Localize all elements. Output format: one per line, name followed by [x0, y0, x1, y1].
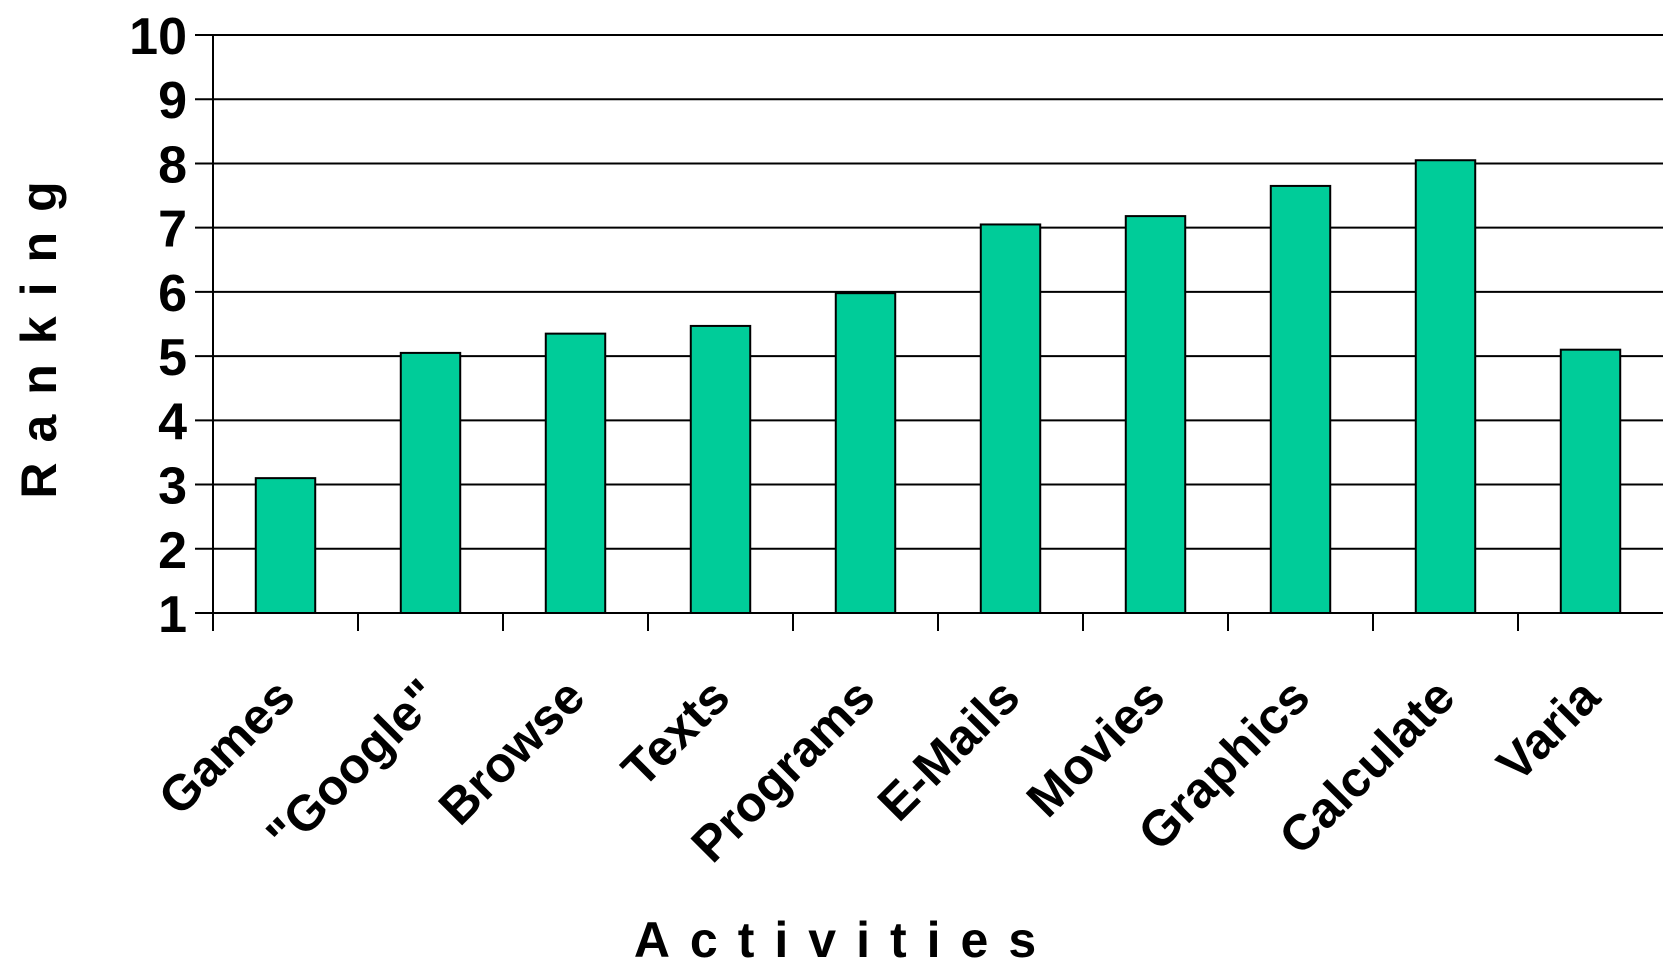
y-tick-label: 3 [158, 458, 187, 516]
x-tick-labels: Games"Google"Browse TextsProgramsE-MailsM… [148, 667, 1611, 873]
y-tick-label: 2 [158, 522, 187, 580]
bar-0 [254, 477, 317, 614]
bars [254, 159, 1622, 615]
x-tick-label: Texts [611, 668, 740, 797]
y-tick-label: 10 [129, 8, 187, 66]
axes [195, 34, 1663, 631]
bar-4 [834, 292, 897, 614]
y-tick-label: 7 [158, 201, 187, 259]
y-tick-label: 1 [158, 586, 187, 644]
y-axis-title: Ranking [11, 161, 67, 498]
bar-6 [1124, 215, 1187, 615]
x-axis-title: Activities [634, 912, 1056, 963]
bar-9 [1559, 348, 1622, 614]
x-tick-label: Varia [1486, 667, 1611, 792]
x-tick-label: E-Mails [867, 668, 1030, 831]
y-tick-label: 9 [158, 72, 187, 130]
x-tick-label: Browse [428, 668, 595, 835]
y-tick-label: 6 [158, 265, 187, 323]
bar-1 [399, 351, 462, 614]
y-tick-label: 8 [158, 136, 187, 194]
bar-8 [1414, 159, 1477, 614]
bar-5 [979, 223, 1042, 614]
bar-3 [689, 324, 752, 614]
bar-2 [544, 332, 607, 614]
y-tick-label: 4 [158, 393, 187, 451]
bar-7 [1269, 184, 1332, 615]
y-tick-labels: 1 2 3 4 5 6 7 8 9 10 [129, 8, 187, 644]
y-tick-label: 5 [158, 329, 187, 387]
